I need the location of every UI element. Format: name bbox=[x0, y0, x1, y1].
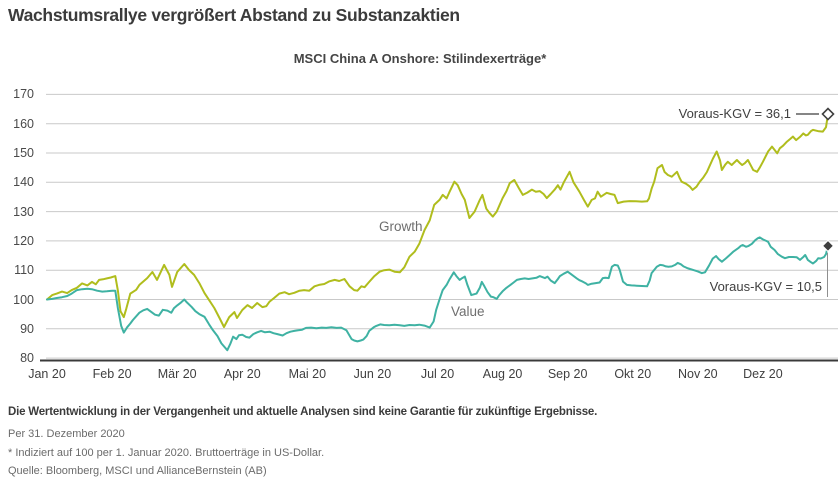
x-axis-tick-label: Nov 20 bbox=[678, 367, 718, 381]
y-axis-tick-label: 140 bbox=[13, 175, 34, 190]
y-axis-tick-label: 150 bbox=[13, 146, 34, 160]
growth-forward-pe-annotation: Voraus-KGV = 36,1 bbox=[678, 106, 791, 121]
growth-series-label: Growth bbox=[379, 219, 423, 234]
x-axis-tick-label: Mai 20 bbox=[288, 367, 327, 381]
x-axis-tick-label: Feb 20 bbox=[92, 367, 132, 381]
value-endpoint-diamond-icon bbox=[821, 239, 835, 253]
x-axis-tick-label: Jan 20 bbox=[28, 367, 66, 381]
series-line-growth bbox=[46, 113, 829, 328]
x-axis-tick-label: Sep 20 bbox=[547, 367, 588, 381]
x-axis-tick-label: Apr 20 bbox=[223, 367, 261, 381]
y-axis-tick-label: 120 bbox=[13, 233, 34, 248]
value-series-label: Value bbox=[451, 304, 485, 319]
x-axis-tick-label: Jun 20 bbox=[353, 367, 392, 381]
y-axis-tick-label: 130 bbox=[13, 204, 34, 219]
index-footnote-text: * Indiziert auf 100 per 1. Januar 2020. … bbox=[8, 447, 325, 459]
x-axis-tick-label: Okt 20 bbox=[614, 367, 652, 381]
chart-subtitle: MSCI China A Onshore: Stilindexerträge* bbox=[293, 51, 547, 66]
y-axis-tick-label: 160 bbox=[13, 116, 34, 131]
x-axis-tick-label: Jul 20 bbox=[420, 367, 455, 381]
y-axis-tick-label: 80 bbox=[20, 351, 34, 366]
x-axis-tick-label: Mär 20 bbox=[157, 367, 197, 381]
page-title: Wachstumsrallye vergrößert Abstand zu Su… bbox=[8, 5, 460, 25]
as-of-date-text: Per 31. Dezember 2020 bbox=[8, 428, 125, 440]
y-axis-tick-label: 170 bbox=[13, 87, 34, 102]
disclaimer-text: Die Wertentwicklung in der Vergangenheit… bbox=[8, 406, 598, 418]
y-axis-tick-label: 110 bbox=[14, 263, 34, 278]
y-axis-tick-label: 90 bbox=[20, 321, 34, 336]
series-line-value bbox=[46, 236, 829, 352]
value-forward-pe-annotation: Voraus-KGV = 10,5 bbox=[709, 279, 822, 294]
x-axis-tick-label: Dez 20 bbox=[743, 367, 783, 381]
x-axis-tick-label: Aug 20 bbox=[482, 367, 523, 381]
source-text: Quelle: Bloomberg, MSCI und AllianceBern… bbox=[8, 465, 267, 477]
growth-endpoint-diamond-icon bbox=[821, 107, 835, 121]
y-axis-tick-label: 100 bbox=[13, 292, 34, 307]
